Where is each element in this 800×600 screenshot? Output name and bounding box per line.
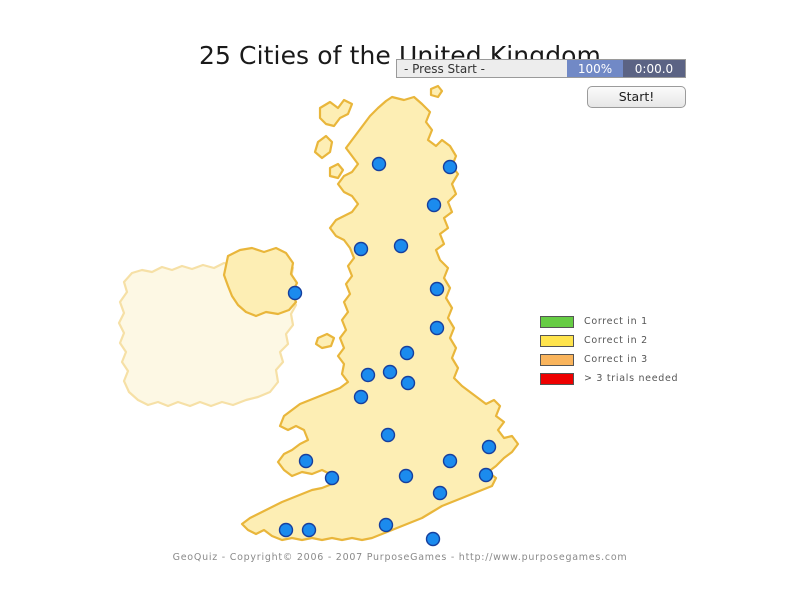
city-marker-bournemouth[interactable] <box>378 517 394 533</box>
city-marker-leeds[interactable] <box>399 345 415 361</box>
footer-copyright: GeoQuiz - Copyright© 2006 - 2007 Purpose… <box>172 552 628 563</box>
map-area[interactable] <box>0 78 560 548</box>
city-marker-oxford[interactable] <box>398 468 414 484</box>
landmass-orkney <box>429 84 444 99</box>
city-marker-edinburgh[interactable] <box>393 238 409 254</box>
status-percent: 100% <box>567 60 623 77</box>
landmass-hebrides-south <box>313 134 334 160</box>
legend-swatch-correct-in-3 <box>540 353 574 366</box>
city-marker-london[interactable] <box>432 485 448 501</box>
city-marker-ipswich[interactable] <box>478 467 494 483</box>
status-bar: - Press Start - 100% 0:00.0 <box>396 59 686 78</box>
uk-map[interactable] <box>0 78 560 548</box>
landmass-great-britain <box>240 95 520 542</box>
legend-item: Correct in 1 <box>540 312 700 331</box>
city-marker-norwich[interactable] <box>481 439 497 455</box>
city-marker-dundee[interactable] <box>426 197 442 213</box>
city-marker-chester[interactable] <box>353 389 369 405</box>
legend-item: > 3 trials needed <box>540 369 700 388</box>
legend: Correct in 1 Correct in 2 Correct in 3 >… <box>540 312 700 388</box>
city-marker-sheffield[interactable] <box>400 375 416 391</box>
city-marker-liverpool[interactable] <box>360 367 376 383</box>
legend-swatch-correct-in-1 <box>540 315 574 328</box>
city-marker-plymouth[interactable] <box>301 522 317 538</box>
legend-label-correct-in-1: Correct in 1 <box>584 316 648 327</box>
city-marker-middlesbrough[interactable] <box>429 320 445 336</box>
legend-item: Correct in 2 <box>540 331 700 350</box>
legend-label-more-than-3-trials: > 3 trials needed <box>584 373 679 384</box>
city-marker-aberdeen[interactable] <box>442 159 458 175</box>
city-marker-inverness[interactable] <box>371 156 387 172</box>
city-marker-brighton[interactable] <box>425 531 441 547</box>
legend-item: Correct in 3 <box>540 350 700 369</box>
landmass-outer-hebrides <box>318 98 354 128</box>
status-message: - Press Start - <box>397 60 567 77</box>
start-button[interactable]: Start! <box>587 86 686 108</box>
city-marker-newcastle[interactable] <box>429 281 445 297</box>
city-marker-cardiff[interactable] <box>324 470 340 486</box>
landmass-hebrides-islet <box>328 162 345 180</box>
city-marker-birmingham[interactable] <box>380 427 396 443</box>
city-marker-penzance[interactable] <box>278 522 294 538</box>
legend-label-correct-in-3: Correct in 3 <box>584 354 648 365</box>
city-marker-manchester[interactable] <box>382 364 398 380</box>
city-marker-glasgow[interactable] <box>353 241 369 257</box>
city-marker-cambridge[interactable] <box>442 453 458 469</box>
landmass-northern-ireland <box>222 246 299 318</box>
legend-swatch-more-than-3-trials <box>540 372 574 385</box>
city-dot-layer[interactable] <box>278 156 497 547</box>
city-marker-belfast[interactable] <box>287 285 303 301</box>
legend-swatch-correct-in-2 <box>540 334 574 347</box>
city-marker-swansea[interactable] <box>298 453 314 469</box>
legend-label-correct-in-2: Correct in 2 <box>584 335 648 346</box>
landmass-isle-of-man <box>314 332 336 350</box>
status-timer: 0:00.0 <box>623 60 685 77</box>
